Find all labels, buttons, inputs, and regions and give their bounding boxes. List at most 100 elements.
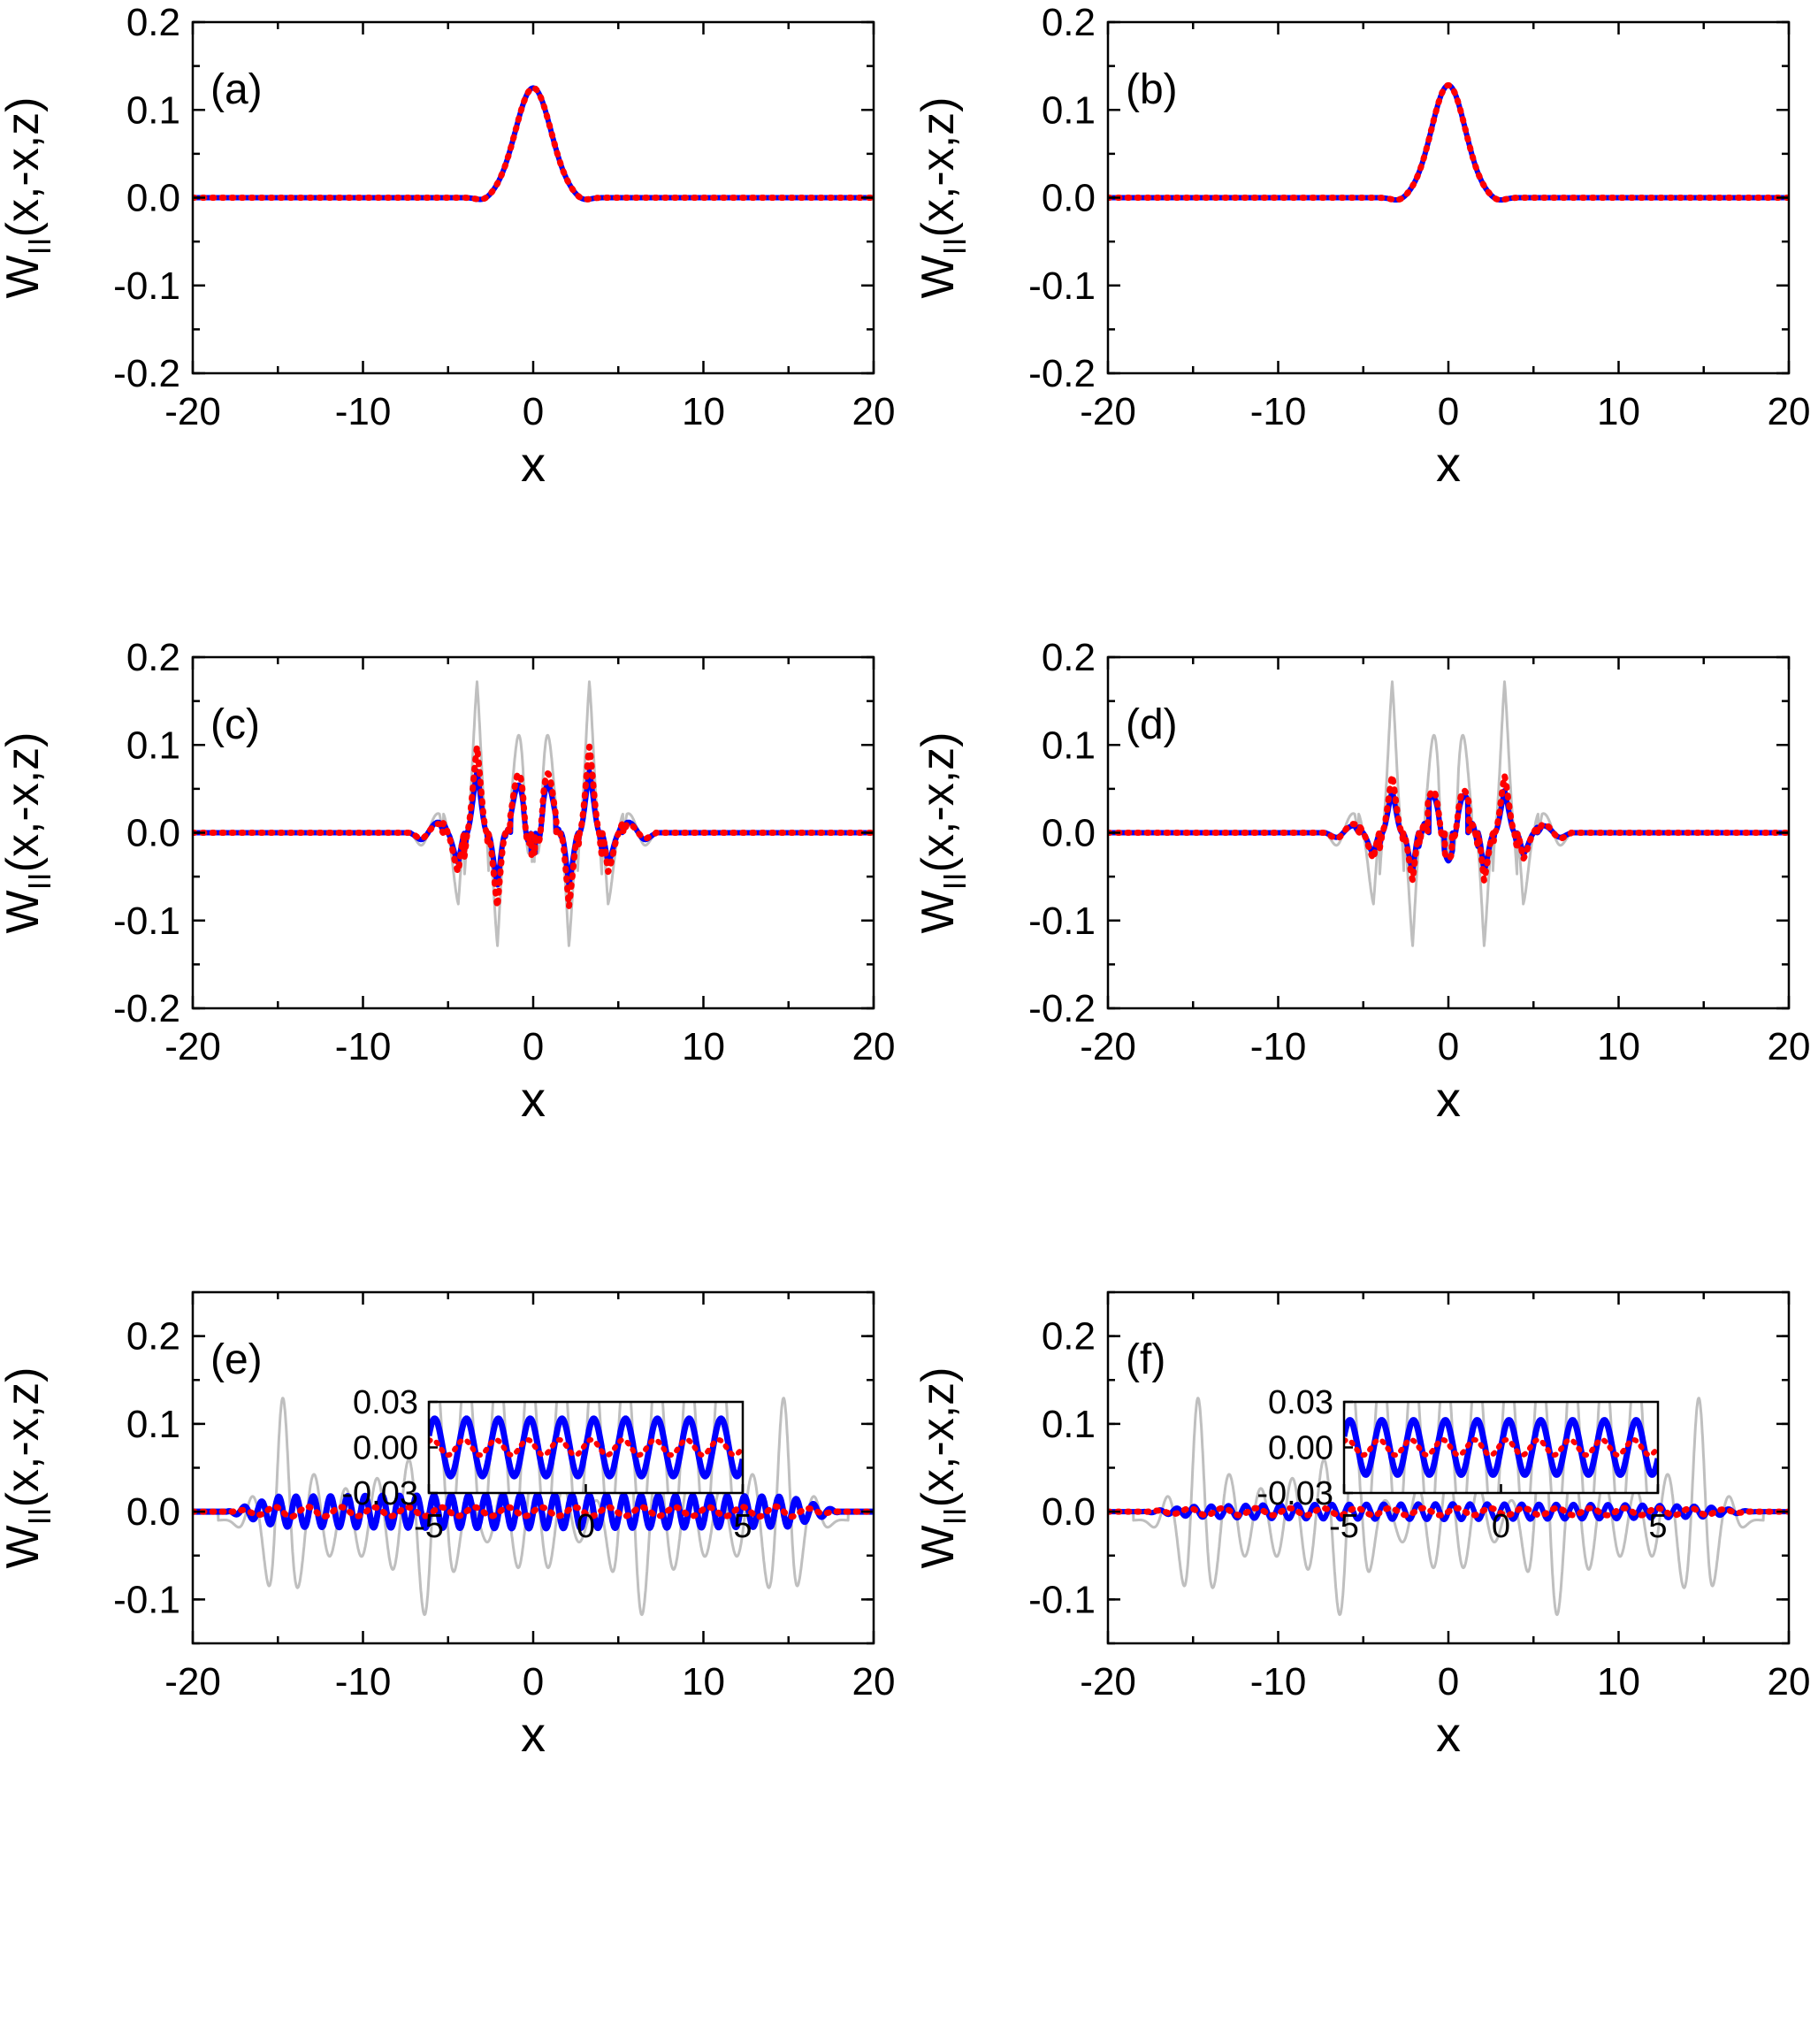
inset-y-tick-label: 0.00: [1268, 1430, 1333, 1467]
y-tick-label: 0.2: [126, 1315, 180, 1359]
series-red-line: [193, 84, 874, 203]
x-tick-label: 10: [1597, 1660, 1640, 1703]
y-axis-label-tail: (x,-x,z): [0, 97, 49, 238]
series-red-line: [193, 743, 874, 910]
y-tick-label: 0.1: [126, 723, 180, 767]
x-axis-label: x: [521, 1071, 546, 1127]
inset-y-tick-label: 0.03: [1268, 1384, 1333, 1421]
inset-series-red-line: [429, 1436, 743, 1458]
x-tick-label: -10: [1250, 1660, 1307, 1703]
inset-e: -5 0 5 -0.03 0.00 0.03: [341, 1384, 752, 1545]
series-group: [1108, 82, 1789, 203]
y-axis-label: WII(x,-x,z): [0, 97, 57, 299]
panel-a: -20 -10 0 10 20 -0.2 -0.1 0.0 0.1 0.2 (a) x WII(x,-x…: [0, 1, 895, 492]
x-tick-label: 0: [1438, 1025, 1459, 1068]
y-axis-label-sub: II: [21, 237, 57, 255]
x-tick-label: 20: [852, 390, 896, 433]
y-axis-label-sub: II: [936, 237, 973, 255]
y-tick-label: -0.2: [113, 352, 180, 395]
x-axis-label: x: [1436, 1706, 1461, 1762]
x-tick-label: 10: [1597, 1025, 1640, 1068]
x-tick-label: 10: [682, 1660, 725, 1703]
y-tick-label: 0.1: [1042, 1403, 1096, 1446]
series-gray-line: [193, 680, 874, 947]
x-tick-label: -20: [1080, 1660, 1136, 1703]
inset-series-red-line: [1344, 1436, 1658, 1458]
x-axis-label: x: [1436, 1071, 1461, 1127]
y-tick-label: 0.1: [1042, 723, 1096, 767]
panel-d: -20 -10 0 10 20 -0.2 -0.1 0.0 0.1 0.2 (d) x WII(x,-x…: [913, 636, 1810, 1127]
y-axis-label-sub: II: [936, 872, 973, 890]
inset-y-tick-label: -0.03: [1257, 1475, 1333, 1512]
inset-x-tick-label: 0: [577, 1508, 595, 1545]
x-axis-label: x: [1436, 436, 1461, 492]
series-gray-line: [193, 86, 874, 201]
x-tick-label: 0: [1438, 390, 1459, 433]
y-tick-label: 0.1: [126, 1403, 180, 1446]
x-tick-label: 0: [1438, 1660, 1459, 1703]
inset-f: -5 0 5 -0.03 0.00 0.03: [1257, 1384, 1667, 1545]
y-tick-label: 0.2: [126, 636, 180, 679]
series-group: [193, 680, 874, 947]
y-axis-label-tail: (x,-x,z): [913, 732, 964, 873]
y-tick-label: -0.2: [1028, 352, 1096, 395]
y-tick-label: 0.0: [126, 177, 180, 220]
x-tick-label: -10: [335, 1660, 392, 1703]
y-axis-label: WII(x,-x,z): [913, 732, 973, 934]
panel-e: -20 -10 0 10 20 -0.1 0.0 0.1 0.2 (e) x WII(x,-x,z) -…: [0, 1290, 895, 1762]
inset-x-tick-label: 5: [733, 1508, 752, 1545]
y-axis-label-tail: (x,-x,z): [0, 1367, 49, 1508]
x-tick-label: -20: [164, 390, 221, 433]
x-tick-label: 20: [852, 1025, 896, 1068]
inset-y-tick-label: -0.03: [341, 1475, 418, 1512]
x-tick-label: -10: [335, 1025, 392, 1068]
inset-series-group: [429, 1402, 743, 1493]
inset-x-tick-label: 0: [1492, 1508, 1510, 1545]
series-group: [193, 84, 874, 203]
y-axis-label-main: W: [0, 1525, 49, 1568]
inset-y-tick-label: 0.03: [353, 1384, 418, 1421]
y-tick-label: -0.1: [1028, 264, 1096, 308]
panel-label: (e): [210, 1336, 263, 1383]
x-tick-label: 10: [1597, 390, 1640, 433]
x-tick-label: 20: [1768, 1660, 1811, 1703]
inset-y-tick-label: 0.00: [353, 1430, 418, 1467]
y-tick-label: 0.0: [1042, 1490, 1096, 1534]
x-tick-label: -10: [1250, 1025, 1307, 1068]
inset-series-group: [1344, 1402, 1658, 1493]
inset-x-tick-label: -5: [1329, 1508, 1359, 1545]
series-red-line: [193, 1503, 874, 1520]
y-tick-label: 0.2: [1042, 1, 1096, 44]
y-tick-label: 0.2: [1042, 1315, 1096, 1359]
x-tick-label: -20: [164, 1025, 221, 1068]
y-axis-label-sub: II: [21, 1507, 57, 1525]
panel-f: -20 -10 0 10 20 -0.1 0.0 0.1 0.2 (f) x WII(x,-x,z) -…: [913, 1290, 1811, 1762]
x-tick-label: 20: [1768, 1025, 1811, 1068]
y-tick-label: 0.0: [1042, 177, 1096, 220]
y-tick-label: 0.0: [1042, 812, 1096, 855]
x-tick-label: 0: [523, 1660, 544, 1703]
y-tick-label: 0.1: [1042, 88, 1096, 132]
x-axis-label: x: [521, 436, 546, 492]
x-tick-label: 20: [1768, 390, 1811, 433]
series-gray-line: [1108, 680, 1789, 947]
panel-label: (b): [1126, 66, 1178, 113]
x-tick-label: 10: [682, 390, 725, 433]
y-axis-label-main: W: [0, 255, 49, 298]
x-tick-label: -20: [1080, 390, 1136, 433]
y-tick-label: 0.2: [126, 1, 180, 44]
y-axis-label: WII(x,-x,z): [0, 1367, 57, 1569]
y-tick-label: -0.1: [113, 264, 180, 308]
y-tick-label: -0.2: [1028, 987, 1096, 1030]
y-axis-label-tail: (x,-x,z): [913, 97, 964, 238]
series-red-line: [1108, 772, 1789, 884]
y-tick-label: 0.0: [126, 812, 180, 855]
y-axis-label-sub: II: [936, 1507, 973, 1525]
y-tick-label: -0.1: [1028, 900, 1096, 943]
series-group: [1108, 680, 1789, 947]
y-axis-label-main: W: [913, 255, 964, 298]
y-tick-label: -0.2: [113, 987, 180, 1030]
y-axis-label: WII(x,-x,z): [913, 97, 973, 299]
y-tick-label: 0.0: [126, 1490, 180, 1534]
